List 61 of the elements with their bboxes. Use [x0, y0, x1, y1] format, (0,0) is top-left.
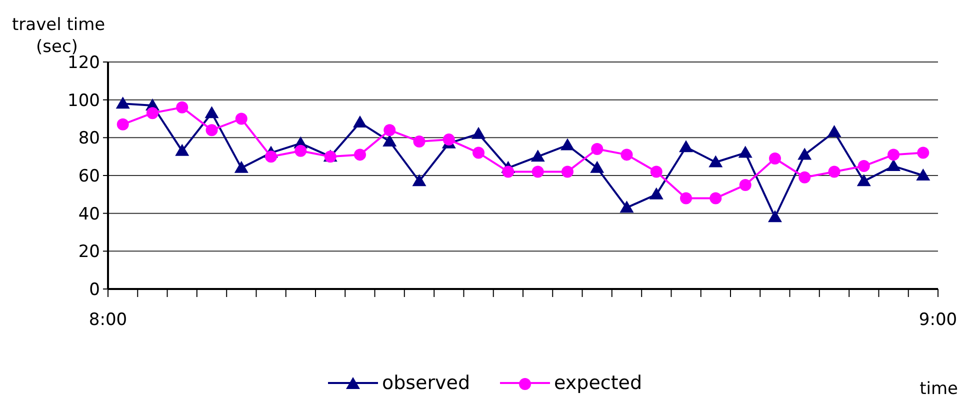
point	[798, 171, 811, 184]
point	[886, 159, 901, 172]
x-axis-title: time	[920, 379, 958, 399]
point	[591, 143, 604, 156]
legend-label: observed	[382, 372, 470, 394]
point	[768, 210, 782, 222]
y-tick-label: 60	[78, 166, 100, 186]
point	[650, 166, 662, 178]
point	[472, 126, 486, 139]
point	[265, 150, 278, 163]
y-tick-label: 40	[78, 204, 100, 224]
point	[146, 107, 158, 120]
point	[590, 160, 604, 173]
point	[828, 166, 840, 178]
legend-label: expected	[554, 372, 642, 394]
point	[294, 144, 307, 157]
point	[472, 146, 485, 159]
point	[858, 160, 870, 172]
x-tick-label: 9:00	[918, 310, 958, 330]
point	[502, 166, 514, 178]
point	[175, 144, 190, 156]
point	[620, 148, 633, 161]
point	[916, 168, 930, 180]
point	[679, 140, 694, 152]
point	[382, 134, 397, 146]
point	[234, 160, 248, 173]
point	[620, 200, 634, 213]
point	[204, 106, 219, 118]
y-tick-label: 0	[89, 280, 100, 300]
point	[561, 166, 574, 178]
point	[235, 112, 248, 125]
point	[412, 174, 426, 186]
point	[917, 146, 930, 159]
point	[352, 116, 367, 128]
y-tick-label: 20	[78, 242, 100, 262]
point	[680, 192, 692, 204]
point	[649, 187, 664, 200]
point	[176, 101, 188, 114]
point	[739, 178, 752, 191]
point	[116, 96, 130, 109]
point	[206, 124, 218, 136]
point	[354, 148, 366, 161]
point	[798, 148, 812, 160]
x-tick-label: 8:00	[88, 310, 128, 330]
point	[708, 155, 723, 168]
point	[768, 152, 781, 164]
y-tick-label: 120	[68, 53, 100, 73]
point	[738, 146, 752, 158]
point	[442, 134, 455, 146]
point	[116, 118, 129, 130]
y-tick-label: 80	[78, 128, 100, 149]
point	[888, 148, 900, 161]
point	[413, 135, 426, 148]
point	[384, 124, 396, 136]
point	[856, 174, 871, 186]
point	[560, 138, 574, 150]
y-tick-label: 100	[68, 90, 100, 111]
point	[710, 192, 722, 204]
point	[532, 166, 544, 178]
point	[530, 150, 545, 162]
point	[827, 124, 842, 137]
